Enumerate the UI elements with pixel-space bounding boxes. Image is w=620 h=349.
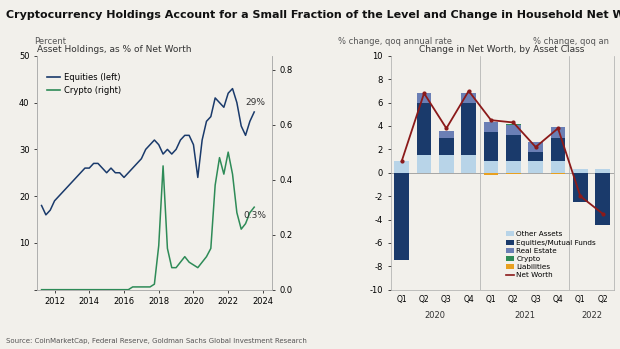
- Bar: [595, 169, 610, 173]
- Text: 29%: 29%: [246, 98, 265, 107]
- Net Worth: [554, 126, 562, 131]
- Bar: [439, 155, 454, 173]
- Text: Percent: Percent: [34, 37, 66, 46]
- Bar: [484, 173, 498, 175]
- Bar: [484, 161, 498, 173]
- Bar: [417, 93, 432, 103]
- Bar: [551, 127, 565, 138]
- Bar: [506, 161, 521, 173]
- Bar: [417, 155, 432, 173]
- Text: 2020: 2020: [425, 311, 446, 320]
- Bar: [439, 138, 454, 155]
- Bar: [573, 169, 588, 173]
- Legend: Equities (left), Crypto (right): Equities (left), Crypto (right): [44, 69, 124, 98]
- Bar: [528, 152, 543, 161]
- Net Worth: [420, 91, 428, 95]
- Bar: [595, 173, 610, 225]
- Net Worth: [599, 211, 606, 216]
- Net Worth: [577, 194, 584, 198]
- Bar: [461, 155, 476, 173]
- Bar: [506, 124, 521, 125]
- Net Worth: [398, 159, 405, 163]
- Bar: [394, 161, 409, 173]
- Net Worth: [487, 118, 495, 122]
- Text: Source: CoinMarketCap, Federal Reserve, Goldman Sachs Global Investment Research: Source: CoinMarketCap, Federal Reserve, …: [6, 338, 307, 344]
- Bar: [484, 122, 498, 132]
- Net Worth: [532, 145, 539, 149]
- Text: Cryptocurrency Holdings Account for a Small Fraction of the Level and Change in : Cryptocurrency Holdings Account for a Sm…: [6, 10, 620, 21]
- Bar: [506, 173, 521, 174]
- Text: 2022: 2022: [581, 311, 602, 320]
- Legend: Other Assets, Equities/Mutual Funds, Real Estate, Crypto, Liabilities, Net Worth: Other Assets, Equities/Mutual Funds, Rea…: [503, 229, 599, 281]
- Bar: [528, 161, 543, 173]
- Bar: [573, 173, 588, 202]
- Bar: [528, 142, 543, 152]
- Line: Net Worth: Net Worth: [401, 90, 604, 215]
- Bar: [551, 161, 565, 173]
- Net Worth: [443, 126, 450, 131]
- Bar: [417, 103, 432, 155]
- Bar: [506, 125, 521, 135]
- Bar: [461, 93, 476, 103]
- Text: 2021: 2021: [514, 311, 535, 320]
- Bar: [461, 103, 476, 155]
- Title: Change in Net Worth, by Asset Class: Change in Net Worth, by Asset Class: [420, 45, 585, 54]
- Text: % change, qoq an: % change, qoq an: [533, 37, 609, 46]
- Bar: [506, 135, 521, 161]
- Bar: [484, 132, 498, 161]
- Bar: [394, 173, 409, 260]
- Net Worth: [510, 120, 517, 125]
- Text: % change, qoq annual rate: % change, qoq annual rate: [338, 37, 452, 46]
- Bar: [551, 138, 565, 161]
- Bar: [551, 173, 565, 174]
- Bar: [439, 131, 454, 138]
- Text: Asset Holdings, as % of Net Worth: Asset Holdings, as % of Net Worth: [37, 45, 192, 54]
- Text: 0.3%: 0.3%: [243, 211, 266, 220]
- Net Worth: [465, 89, 472, 93]
